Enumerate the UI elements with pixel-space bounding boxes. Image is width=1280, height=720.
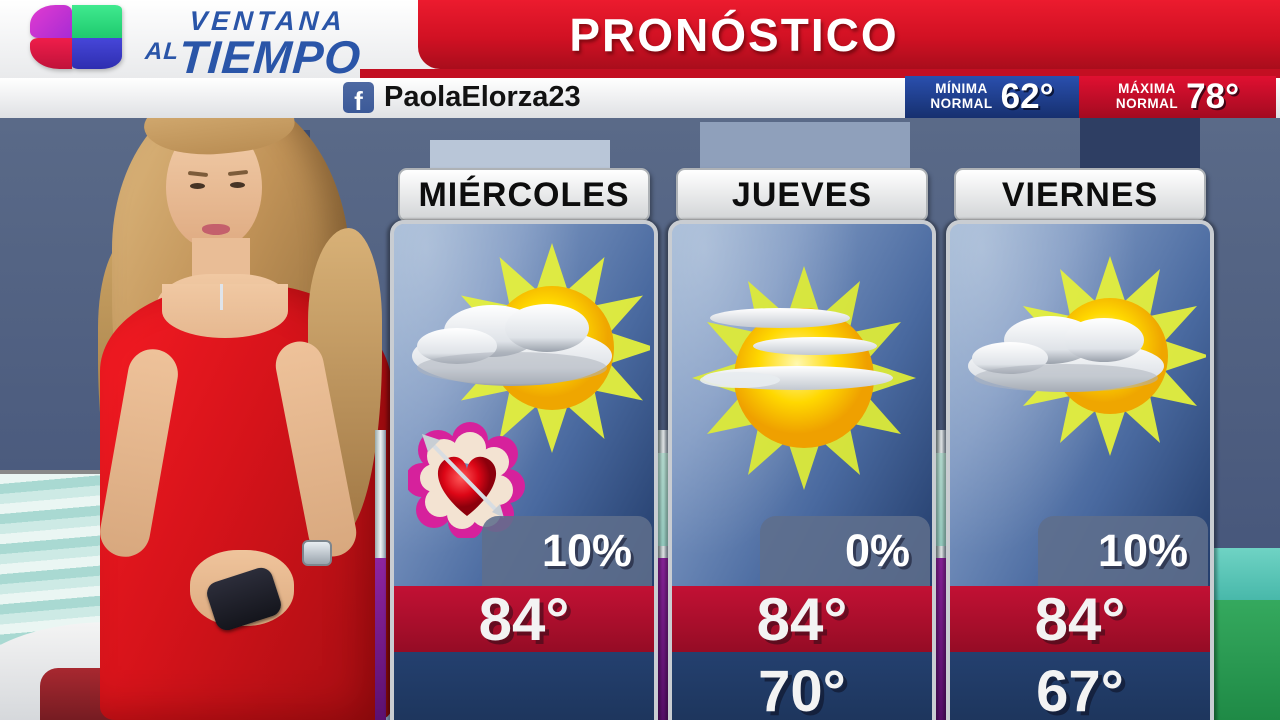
precip-chance-box: 0%: [760, 516, 930, 586]
day-tab-viernes: VIERNES: [954, 168, 1206, 222]
minima-label: MÍNIMA NORMAL: [930, 81, 993, 111]
sun-with-wispy-clouds-icon: [680, 228, 928, 518]
facebook-f-icon: f: [343, 82, 374, 114]
precip-chance-box: 10%: [482, 516, 652, 586]
sun-behind-cloud-icon: [958, 228, 1210, 518]
day-label: JUEVES: [731, 175, 873, 214]
presenter-lips: [202, 224, 230, 235]
univision-logo-icon: [30, 5, 122, 69]
presenter-eye: [190, 183, 205, 189]
minima-value: 62°: [1000, 77, 1054, 116]
presenter-eye: [230, 182, 245, 188]
minima-normal-panel: MÍNIMA NORMAL 62°: [905, 76, 1079, 118]
precip-chance-box: 10%: [1038, 516, 1208, 586]
show-title-line2: ALTIEMPO: [143, 30, 363, 84]
sun-behind-cloud-icon: [402, 228, 654, 518]
day-tab-miercoles: MIÉRCOLES: [398, 168, 650, 222]
day-label: VIERNES: [1001, 175, 1159, 214]
set-divider-strip: [936, 430, 947, 720]
set-divider-strip: [375, 430, 386, 720]
high-temp-band: 84°: [950, 586, 1210, 653]
day-label: MIÉRCOLES: [418, 175, 630, 214]
maxima-value: 78°: [1186, 77, 1240, 116]
facebook-handle: PaolaElorza23: [384, 81, 581, 113]
red-accent-strip: [360, 69, 1280, 78]
low-temp-band: 70°: [672, 652, 932, 720]
maxima-normal-panel: MÁXIMA NORMAL 78°: [1079, 76, 1276, 118]
forecast-card-jueves: 0% 84° 70°: [668, 220, 936, 720]
forecast-card-viernes: 10% 84° 67°: [946, 220, 1214, 720]
forecast-card-miercoles: 10% 84°: [390, 220, 658, 720]
presenter-watch: [302, 540, 332, 566]
segment-title: PRONÓSTICO: [569, 8, 899, 61]
segment-banner: PRONÓSTICO: [418, 0, 1280, 69]
weather-presenter: [40, 81, 410, 720]
low-temp-band: 67°: [950, 652, 1210, 720]
high-temp-band: 84°: [672, 586, 932, 653]
show-title-al: AL: [144, 38, 181, 65]
presenter-necklace: [220, 284, 223, 310]
high-temp-band: 84°: [394, 586, 654, 653]
low-temp-band: [394, 652, 654, 720]
show-title: VENTANA ALTIEMPO: [125, 4, 430, 83]
maxima-label: MÁXIMA NORMAL: [1115, 81, 1179, 111]
set-divider-strip: [658, 430, 669, 720]
day-tab-jueves: JUEVES: [676, 168, 928, 222]
presenter-neckline: [162, 284, 288, 338]
heart-with-arrow-icon: [405, 420, 526, 540]
show-title-tiempo: TIEMPO: [176, 31, 363, 83]
